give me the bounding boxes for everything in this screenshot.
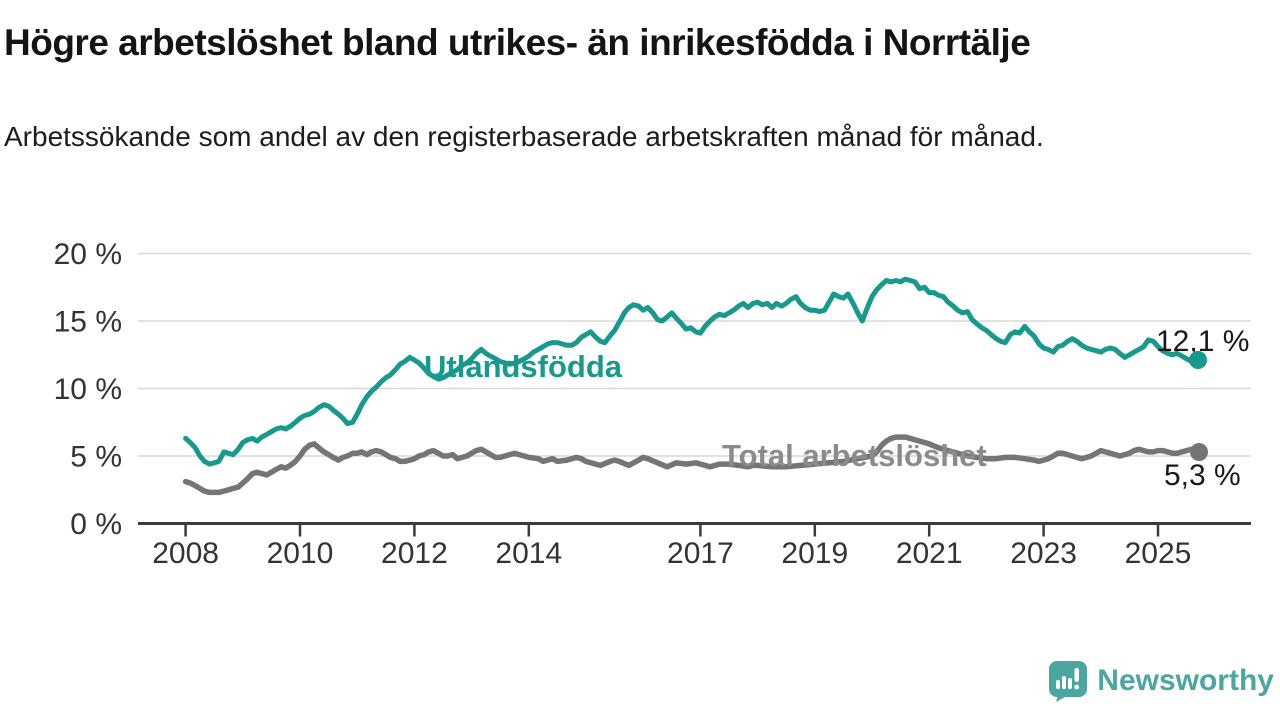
x-tick-label-2010: 2010 (267, 537, 334, 570)
end-value-label-total: 5,3 % (1164, 459, 1241, 492)
series-label-total-arbetsloshet: Total arbetslöshet (722, 438, 987, 473)
x-tick-label-2019: 2019 (781, 537, 848, 570)
series-label-utlandsfodda: Utlandsfödda (424, 349, 623, 384)
x-tick-label-2021: 2021 (896, 537, 963, 570)
newsworthy-brand-name: Newsworthy (1097, 664, 1274, 697)
x-tick-label-2014: 2014 (495, 537, 562, 570)
x-tick-label-2025: 2025 (1125, 537, 1192, 570)
series-end-dot-total (1190, 443, 1208, 461)
y-tick-label-0: 0 % (70, 508, 122, 541)
x-tick-label-2017: 2017 (667, 537, 734, 570)
y-tick-label-5: 5 % (70, 441, 122, 474)
x-tick-label-2008: 2008 (152, 537, 219, 570)
series-line-total (182, 434, 1200, 496)
y-tick-label-20: 20 % (54, 238, 122, 271)
page-subtitle: Arbetssökande som andel av den registerb… (4, 121, 1044, 152)
x-tick-label-2012: 2012 (381, 537, 448, 570)
y-tick-label-15: 15 % (54, 306, 122, 339)
newsworthy-logo: Newsworthy (1048, 660, 1274, 702)
y-tick-label-10: 10 % (54, 373, 122, 406)
x-tick-label-2023: 2023 (1010, 537, 1077, 570)
newsworthy-badge-icon (1049, 661, 1088, 702)
page-title: Högre arbetslöshet bland utrikes- än inr… (4, 22, 1031, 63)
series-line-utlandsfodda (183, 276, 1199, 467)
series-end-dot-utlandsfodda (1189, 351, 1207, 369)
